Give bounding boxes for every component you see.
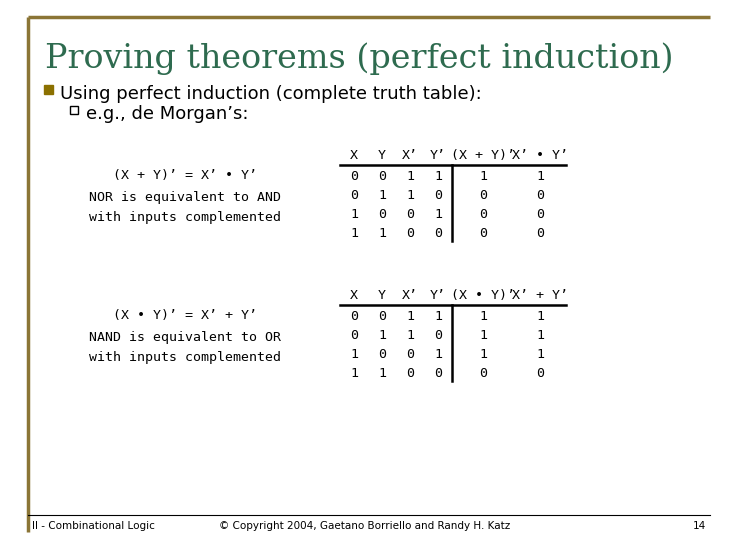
Text: 0: 0 xyxy=(406,367,414,380)
Text: 0: 0 xyxy=(350,170,358,183)
Text: 1: 1 xyxy=(434,208,442,221)
Text: Using perfect induction (complete truth table):: Using perfect induction (complete truth … xyxy=(60,85,482,103)
Text: 0: 0 xyxy=(479,367,487,380)
Text: 1: 1 xyxy=(378,329,386,342)
Text: X’ + Y’: X’ + Y’ xyxy=(512,289,568,302)
Text: 0: 0 xyxy=(536,227,544,240)
Text: 0: 0 xyxy=(350,189,358,202)
Text: (X • Y)’ = X’ + Y’: (X • Y)’ = X’ + Y’ xyxy=(113,309,257,322)
Text: Proving theorems (perfect induction): Proving theorems (perfect induction) xyxy=(45,42,674,74)
Text: 0: 0 xyxy=(406,227,414,240)
Text: 0: 0 xyxy=(479,208,487,221)
Text: X’ • Y’: X’ • Y’ xyxy=(512,149,568,162)
Text: 1: 1 xyxy=(536,310,544,323)
Text: with inputs complemented: with inputs complemented xyxy=(89,351,281,364)
Text: 1: 1 xyxy=(479,329,487,342)
Text: 0: 0 xyxy=(434,367,442,380)
Text: (X + Y)’: (X + Y)’ xyxy=(451,149,515,162)
Text: 0: 0 xyxy=(479,189,487,202)
Text: 1: 1 xyxy=(479,348,487,361)
Text: 0: 0 xyxy=(406,208,414,221)
Text: 0: 0 xyxy=(536,189,544,202)
Text: 1: 1 xyxy=(479,310,487,323)
Text: 1: 1 xyxy=(378,367,386,380)
Text: X: X xyxy=(350,149,358,162)
Text: 1: 1 xyxy=(406,189,414,202)
Text: NAND is equivalent to OR: NAND is equivalent to OR xyxy=(89,331,281,344)
Text: NOR is equivalent to AND: NOR is equivalent to AND xyxy=(89,191,281,204)
Text: 0: 0 xyxy=(350,329,358,342)
Text: 1: 1 xyxy=(350,208,358,221)
Text: 1: 1 xyxy=(536,348,544,361)
Text: X’: X’ xyxy=(402,289,418,302)
Text: 0: 0 xyxy=(378,170,386,183)
Text: 0: 0 xyxy=(434,227,442,240)
Text: 1: 1 xyxy=(479,170,487,183)
Text: X’: X’ xyxy=(402,149,418,162)
Text: 0: 0 xyxy=(479,227,487,240)
Text: X: X xyxy=(350,289,358,302)
Text: 1: 1 xyxy=(378,227,386,240)
Text: e.g., de Morgan’s:: e.g., de Morgan’s: xyxy=(86,105,248,123)
Text: 1: 1 xyxy=(350,227,358,240)
Text: (X + Y)’ = X’ • Y’: (X + Y)’ = X’ • Y’ xyxy=(113,169,257,182)
Text: Y’: Y’ xyxy=(430,149,446,162)
Text: 14: 14 xyxy=(693,521,706,531)
Text: (X • Y)’: (X • Y)’ xyxy=(451,289,515,302)
Text: 1: 1 xyxy=(434,310,442,323)
Text: 0: 0 xyxy=(434,189,442,202)
Text: 1: 1 xyxy=(406,310,414,323)
Text: II - Combinational Logic: II - Combinational Logic xyxy=(32,521,155,531)
Text: 0: 0 xyxy=(378,208,386,221)
Text: Y: Y xyxy=(378,289,386,302)
Text: 1: 1 xyxy=(350,367,358,380)
Text: 1: 1 xyxy=(434,170,442,183)
Text: 1: 1 xyxy=(378,189,386,202)
Text: 0: 0 xyxy=(350,310,358,323)
Text: 0: 0 xyxy=(434,329,442,342)
FancyBboxPatch shape xyxy=(70,106,78,114)
Text: Y’: Y’ xyxy=(430,289,446,302)
Text: 0: 0 xyxy=(378,348,386,361)
Bar xyxy=(44,85,53,94)
Text: 0: 0 xyxy=(406,348,414,361)
Text: 1: 1 xyxy=(434,348,442,361)
Text: 1: 1 xyxy=(406,329,414,342)
Text: 0: 0 xyxy=(536,208,544,221)
Text: with inputs complemented: with inputs complemented xyxy=(89,211,281,224)
Text: 1: 1 xyxy=(536,170,544,183)
Text: 1: 1 xyxy=(350,348,358,361)
Text: 1: 1 xyxy=(406,170,414,183)
Text: 0: 0 xyxy=(536,367,544,380)
Text: © Copyright 2004, Gaetano Borriello and Randy H. Katz: © Copyright 2004, Gaetano Borriello and … xyxy=(220,521,510,531)
Text: Y: Y xyxy=(378,149,386,162)
Text: 1: 1 xyxy=(536,329,544,342)
Text: 0: 0 xyxy=(378,310,386,323)
